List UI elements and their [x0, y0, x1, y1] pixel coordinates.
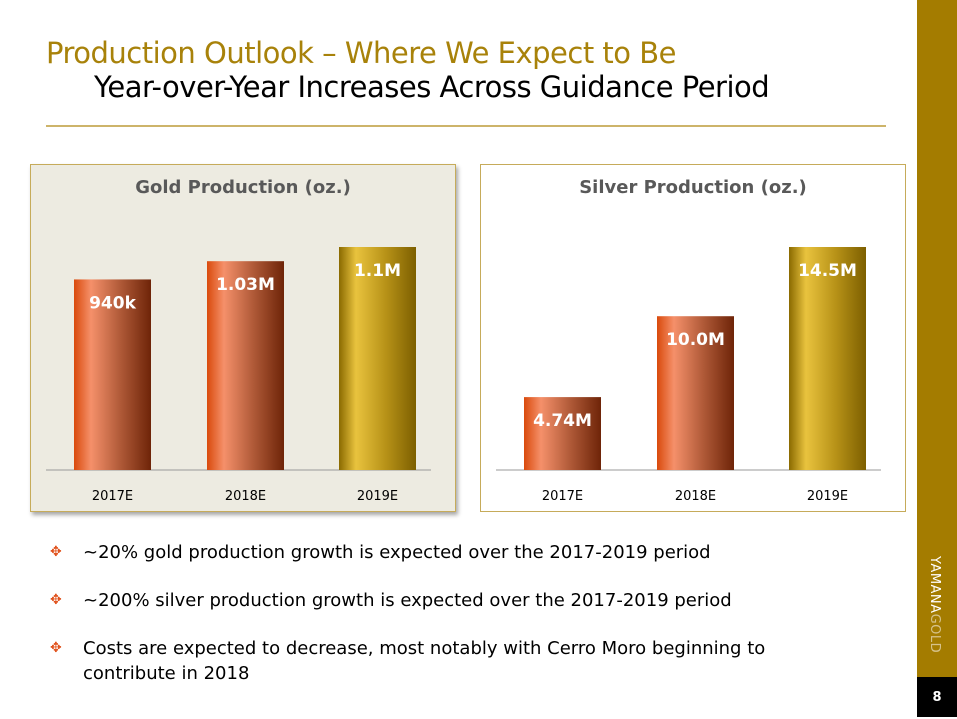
- four-diamond-bullet-icon: ✥: [50, 592, 62, 608]
- data-label: 4.74M: [533, 411, 592, 431]
- four-diamond-bullet-icon: ✥: [50, 544, 62, 560]
- silver-production-chart: Silver Production (oz.) 4.74M 2017E 10.0M 2…: [480, 164, 906, 512]
- slide-subtitle: Year-over-Year Increases Across Guidance…: [94, 70, 770, 104]
- bar-2018E: [657, 316, 734, 470]
- bar-2017E: [524, 397, 601, 470]
- x-tick-label: 2019E: [357, 489, 398, 504]
- x-tick-label: 2018E: [225, 489, 266, 504]
- bar-2017E: [74, 279, 151, 470]
- data-label: 1.1M: [354, 261, 401, 281]
- x-tick-label: 2017E: [542, 489, 583, 504]
- bullet-item: ✥ Costs are expected to decrease, most no…: [50, 638, 766, 684]
- chart-title: Gold Production (oz.): [135, 177, 351, 198]
- data-label: 940k: [89, 293, 136, 313]
- data-label: 14.5M: [798, 261, 857, 281]
- chart-title: Silver Production (oz.): [579, 177, 807, 198]
- bar-2018E: [207, 261, 284, 470]
- gold-production-chart: Gold Production (oz.) 940k 2017E 1.03M 2018…: [30, 164, 456, 512]
- sidebar-band: [917, 0, 957, 677]
- data-label: 10.0M: [666, 330, 725, 350]
- bullet-list: ✥ ~20% gold production growth is expected…: [50, 540, 843, 709]
- data-label: 1.03M: [216, 275, 275, 295]
- x-tick-label: 2019E: [807, 489, 848, 504]
- bar-2019E: [339, 247, 416, 470]
- four-diamond-bullet-icon: ✥: [50, 640, 62, 656]
- x-tick-label: 2017E: [92, 489, 133, 504]
- bullet-item: ✥ ~20% gold production growth is expected…: [50, 542, 711, 563]
- slide-title: Production Outlook – Where We Expect to …: [46, 36, 676, 70]
- bullet-item: ✥ ~200% silver production growth is expec…: [50, 590, 732, 611]
- bar-2019E: [789, 247, 866, 470]
- page-number: 8: [917, 677, 957, 717]
- yamana-gold-logo: YAMANAGOLD: [927, 556, 942, 654]
- title-divider: [46, 125, 886, 127]
- x-tick-label: 2018E: [675, 489, 716, 504]
